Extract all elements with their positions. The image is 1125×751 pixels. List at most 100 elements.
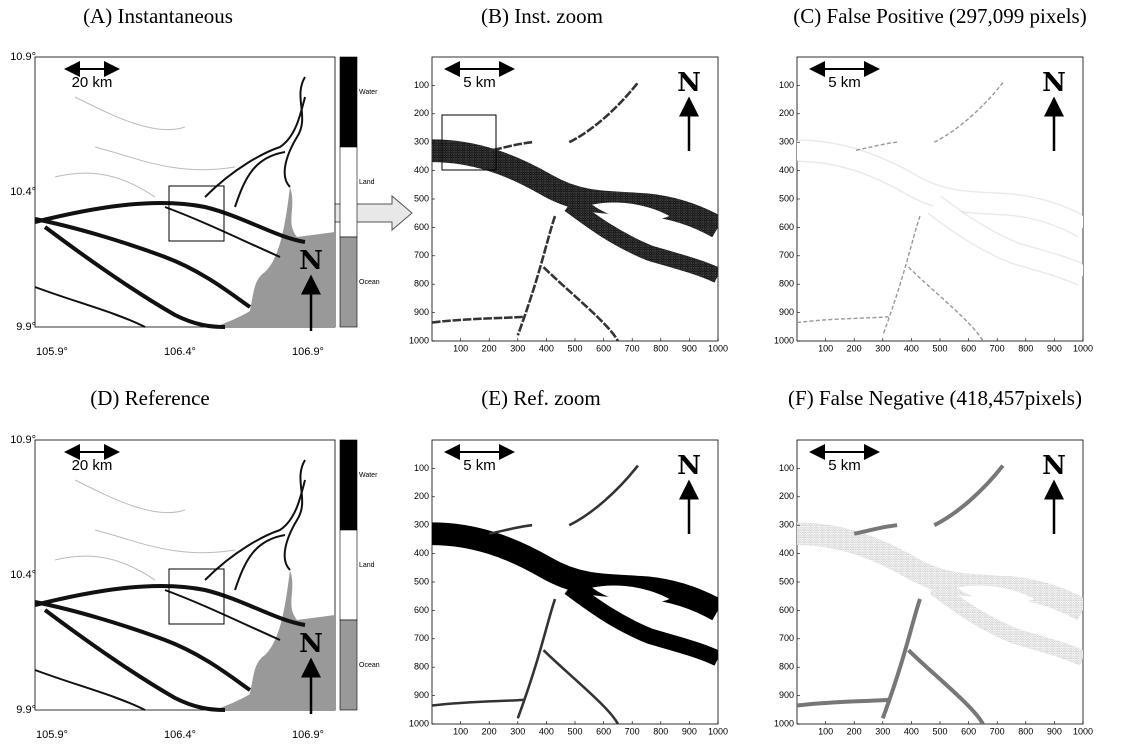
y-tick-label: 100 (414, 463, 429, 473)
y-tick-label: 700 (414, 633, 429, 643)
river-thin (542, 649, 620, 725)
scale-label: 5 km (463, 74, 496, 91)
river-thin (797, 316, 889, 324)
zoom-box (168, 185, 225, 242)
x-tick-label: 1000 (708, 343, 728, 353)
panel (796, 439, 1084, 725)
river-thin (797, 697, 889, 708)
north-label: N (299, 246, 323, 276)
river-thin (488, 523, 533, 535)
river-thin (882, 215, 921, 336)
river (234, 534, 286, 591)
y-tick-label: 300 (779, 137, 794, 147)
island (592, 585, 670, 604)
colorbar-label: Ocean (359, 279, 380, 286)
x-tick-label: 600 (596, 726, 611, 736)
y-tick-label: 10.9° (10, 51, 36, 63)
x-tick-label: 500 (567, 343, 582, 353)
x-tick-label: 700 (625, 726, 640, 736)
river-thin (432, 698, 524, 707)
river-thin (568, 81, 639, 144)
river-branch (929, 581, 1084, 666)
x-tick-label: 700 (990, 343, 1005, 353)
panel-title: (D) Reference (90, 386, 210, 410)
x-tick-label: 100 (453, 726, 468, 736)
river (234, 151, 286, 208)
colorbar-segment (339, 619, 358, 711)
panel (431, 56, 719, 342)
x-tick-label: 700 (625, 343, 640, 353)
river-thin (854, 141, 898, 152)
island (957, 585, 1035, 604)
panel (34, 56, 336, 329)
scale-label: 20 km (72, 74, 113, 91)
river-edge (928, 196, 1084, 285)
y-tick-label: 1000 (774, 335, 794, 345)
zoom-content (432, 81, 719, 342)
river-thin (516, 598, 557, 719)
y-tick-label: 800 (779, 662, 794, 672)
y-tick-label: 700 (779, 250, 794, 260)
colorbar-segment (339, 56, 358, 148)
river-thin (933, 464, 1005, 527)
x-tick-label: 400 (539, 726, 554, 736)
y-tick-label: 900 (414, 307, 429, 317)
y-tick-label: 500 (779, 193, 794, 203)
x-tick-label: 400 (904, 726, 919, 736)
island (592, 202, 670, 221)
colorbar-label: Ocean (359, 662, 380, 669)
north-label: N (677, 451, 701, 481)
river (34, 200, 306, 244)
river (283, 76, 306, 188)
x-tick-label: 1000 (708, 726, 728, 736)
panel-title: (C) False Positive (297,099 pixels) (793, 4, 1086, 28)
y-tick-label: 800 (779, 279, 794, 289)
y-tick-label: 900 (779, 690, 794, 700)
y-tick-label: 1000 (409, 335, 429, 345)
river (34, 217, 252, 309)
x-tick-label: 900 (682, 343, 697, 353)
river (164, 206, 281, 258)
x-tick-label: 500 (932, 726, 947, 736)
y-tick-label: 200 (414, 108, 429, 118)
y-tick-label: 300 (414, 137, 429, 147)
y-tick-label: 500 (779, 576, 794, 586)
y-tick-label: 600 (779, 222, 794, 232)
delta-mouth (215, 297, 265, 327)
y-tick-label: 400 (414, 165, 429, 175)
x-tick-label: 600 (596, 343, 611, 353)
north-label: N (677, 68, 701, 98)
x-tick-label: 700 (990, 726, 1005, 736)
panel (796, 56, 1084, 342)
y-tick-label: 400 (414, 548, 429, 558)
x-tick-label: 600 (961, 343, 976, 353)
panel-title: (F) False Negative (418,457pixels) (788, 386, 1082, 410)
x-tick-label: 1000 (1073, 726, 1093, 736)
scale-label: 5 km (463, 457, 496, 474)
x-tick-label: 100 (818, 726, 833, 736)
y-tick-label: 200 (779, 108, 794, 118)
y-tick-label: 600 (414, 222, 429, 232)
river-thin (880, 598, 922, 719)
river-branch (564, 198, 719, 283)
river-thin (432, 315, 524, 324)
panel-title: (B) Inst. zoom (481, 4, 603, 28)
y-tick-label: 100 (779, 463, 794, 473)
x-tick-label: 400 (904, 343, 919, 353)
x-tick-label: 500 (932, 343, 947, 353)
river (34, 669, 146, 711)
x-tick-label: 300 (510, 343, 525, 353)
x-tick-label: 500 (567, 726, 582, 736)
panel-title: (E) Ref. zoom (481, 386, 601, 410)
north-label: N (1042, 68, 1066, 98)
x-tick-label: 200 (847, 726, 862, 736)
y-tick-label: 500 (414, 576, 429, 586)
x-tick-label: 800 (653, 343, 668, 353)
river (34, 583, 306, 627)
river (164, 589, 281, 641)
y-tick-label: 100 (414, 80, 429, 90)
y-tick-label: 900 (779, 307, 794, 317)
x-tick-label: 106.4° (164, 346, 196, 358)
colorbar-label: Water (359, 89, 378, 96)
